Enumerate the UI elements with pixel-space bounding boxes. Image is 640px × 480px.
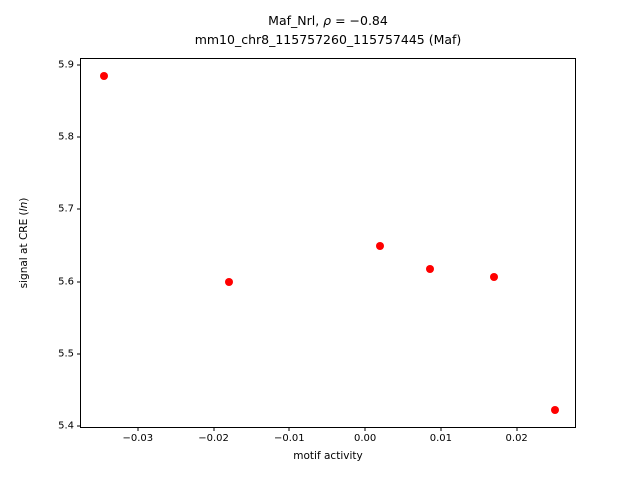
y-tick-label: 5.9	[58, 59, 74, 71]
y-tick-mark	[77, 208, 81, 210]
chart-title-line2: mm10_chr8_115757260_115757445 (Maf)	[194, 32, 462, 47]
x-tick-label: 0.01	[429, 433, 453, 444]
y-axis-label-close: )	[18, 197, 30, 202]
y-tick-label: 5.4	[58, 420, 74, 432]
x-tick-label: −0.01	[274, 433, 305, 444]
y-tick-mark	[77, 353, 81, 355]
chart-title: Maf_Nrl, ρ = −0.84 mm10_chr8_115757260_1…	[80, 11, 576, 49]
data-point	[376, 241, 385, 250]
y-axis-label: signal at CRE (ln)	[18, 198, 30, 289]
x-tick-label: −0.02	[198, 433, 229, 444]
y-tick-mark	[77, 281, 81, 283]
x-tick-mark	[137, 427, 139, 431]
x-tick-mark	[213, 427, 215, 431]
x-tick-mark	[440, 427, 442, 431]
data-point	[99, 71, 108, 80]
data-point	[425, 265, 434, 274]
plot-area: −0.03 −0.02 −0.01 0.00 0.01 0.02 5.4 5.5 5.6 5.7 5…	[58, 58, 576, 444]
y-tick-label: 5.8	[58, 131, 74, 143]
chart-title-line1: Maf_Nrl, ρ = −0.84	[80, 11, 576, 30]
x-tick-label: −0.03	[122, 433, 154, 444]
y-tick-label: 5.7	[58, 203, 74, 215]
x-axis-label: motif activity	[293, 450, 363, 462]
y-tick-mark	[77, 64, 81, 66]
x-tick-mark	[516, 427, 518, 431]
data-point	[489, 272, 498, 281]
title-text: Maf_Nrl,	[268, 13, 324, 28]
x-tick-mark	[288, 427, 290, 431]
y-axis-label-text: signal at CRE (	[18, 211, 30, 289]
x-tick-mark	[364, 427, 366, 431]
y-tick-label: 5.5	[58, 348, 74, 360]
correlation-value: = −0.84	[331, 13, 388, 28]
rho-symbol: ρ	[323, 13, 332, 28]
data-point	[224, 277, 233, 286]
x-tick-label: 0.02	[505, 433, 528, 444]
x-tick-label: 0.00	[353, 433, 377, 444]
y-tick-mark	[77, 136, 81, 138]
y-axis-label-ln: ln	[18, 201, 30, 212]
data-point	[550, 406, 559, 415]
y-tick-mark	[77, 425, 81, 427]
y-tick-label: 5.6	[58, 275, 74, 287]
